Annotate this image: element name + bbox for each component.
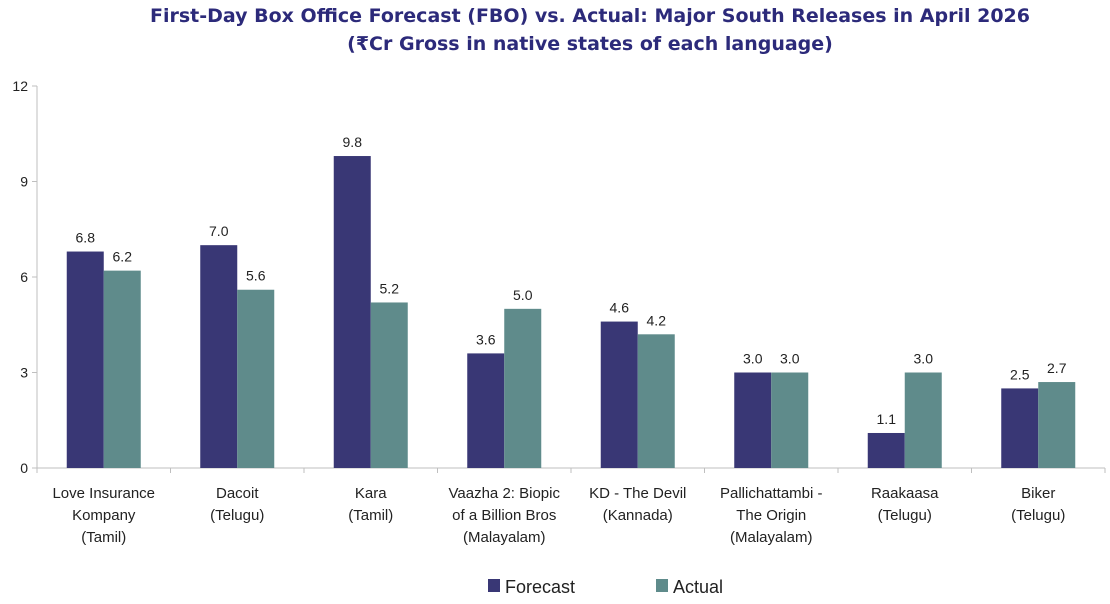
category-label: (Malayalam)	[463, 529, 546, 546]
bar-forecast	[600, 321, 638, 468]
bar-forecast	[734, 372, 772, 468]
data-label: 2.7	[1047, 360, 1067, 376]
category-label: The Origin	[736, 507, 806, 524]
bar-forecast	[200, 245, 238, 468]
data-label: 3.6	[476, 331, 496, 347]
category-label: Kara	[355, 485, 387, 502]
bars	[66, 156, 1076, 469]
data-label: 3.0	[780, 351, 800, 367]
category-labels: Love Insurance Kompany (Tamil) Dacoit (Telug…	[52, 485, 1065, 546]
data-label: 9.8	[343, 134, 363, 150]
y-tick-label: 9	[20, 174, 28, 190]
data-labels: 6.8 7.0 9.8 3.6 4.6 3.0 1.1 2.5 6.2 5.6 5.2 5.0 4.2 3…	[76, 134, 1067, 427]
category-label: (Telugu)	[878, 507, 932, 524]
category-label: Raakaasa	[871, 485, 939, 502]
bar-actual	[1038, 382, 1076, 468]
chart-title: First-Day Box Office Forecast (FBO) vs. …	[150, 5, 1030, 27]
bar-forecast	[333, 156, 371, 469]
bar-actual	[370, 302, 408, 468]
bar-actual	[771, 372, 809, 468]
data-label: 2.5	[1010, 366, 1030, 382]
data-label: 3.0	[914, 351, 934, 367]
category-label: (Malayalam)	[730, 529, 813, 546]
data-label: 5.0	[513, 287, 533, 303]
data-label: 6.8	[76, 230, 96, 246]
bar-forecast	[467, 353, 505, 468]
category-label: (Kannada)	[603, 507, 673, 524]
bar-actual	[637, 334, 675, 468]
data-label: 4.6	[610, 300, 630, 316]
legend-label-forecast: Forecast	[505, 577, 575, 597]
category-label: Kompany	[72, 507, 136, 524]
data-label: 3.0	[743, 351, 763, 367]
legend-swatch-actual	[656, 579, 668, 592]
bar-actual	[103, 270, 141, 468]
category-label: Love Insurance	[52, 485, 155, 502]
data-label: 6.2	[113, 249, 133, 265]
category-label: (Tamil)	[81, 529, 126, 546]
category-label: (Telugu)	[1011, 507, 1065, 524]
category-label: Biker	[1021, 485, 1055, 502]
category-label: of a Billion Bros	[452, 507, 556, 524]
y-tick-label: 12	[12, 78, 28, 94]
legend-label-actual: Actual	[673, 577, 723, 597]
bar-forecast	[1001, 388, 1039, 468]
bar-actual	[904, 372, 942, 468]
data-label: 5.6	[246, 268, 266, 284]
legend-swatch-forecast	[488, 579, 500, 592]
data-label: 7.0	[209, 223, 229, 239]
y-tick-label: 3	[20, 365, 28, 381]
category-label: Pallichattambi -	[720, 485, 823, 502]
data-label: 4.2	[647, 312, 667, 328]
y-tick-label: 6	[20, 269, 28, 285]
category-label: (Telugu)	[210, 507, 264, 524]
chart-subtitle: (₹Cr Gross in native states of each lang…	[347, 33, 833, 55]
category-label: KD - The Devil	[589, 485, 686, 502]
bar-forecast	[867, 432, 905, 468]
category-label: (Tamil)	[348, 507, 393, 524]
bar-actual	[237, 289, 275, 468]
category-label: Vaazha 2: Biopic	[449, 485, 561, 502]
legend: Forecast Actual	[488, 577, 723, 597]
y-tick-label: 0	[20, 460, 28, 476]
bar-forecast	[66, 251, 104, 468]
category-label: Dacoit	[216, 485, 259, 502]
bar-actual	[504, 308, 542, 468]
data-label: 1.1	[877, 411, 897, 427]
data-label: 5.2	[380, 280, 400, 296]
